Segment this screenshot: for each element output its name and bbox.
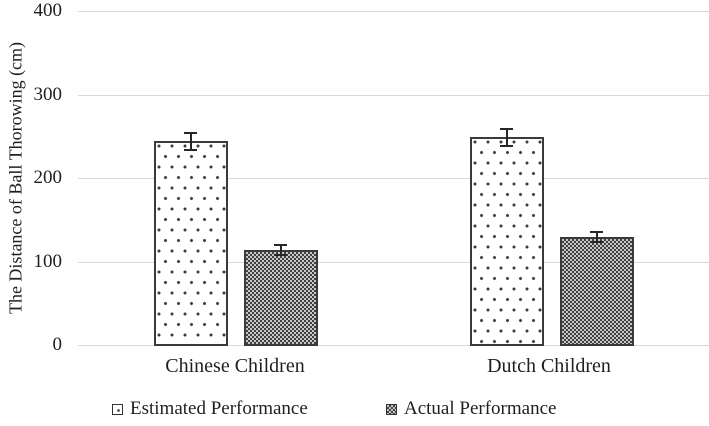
legend-item-estimated-performance: Estimated Performance <box>112 398 308 420</box>
bar-actual-performance-chinese-children <box>243 249 318 346</box>
error-bar-cap-bottom <box>184 148 197 151</box>
error-bar-cap-bottom <box>590 241 603 244</box>
error-bar-line <box>189 132 192 151</box>
bar-estimated-performance-chinese-children <box>153 141 228 346</box>
y-tick-label-100: 100 <box>33 251 63 272</box>
bar-actual-performance-dutch-children <box>559 237 634 346</box>
y-tick-label-200: 200 <box>33 167 63 188</box>
gridline-0 <box>78 345 709 346</box>
error-bar-line <box>505 127 508 147</box>
error-bar-line <box>279 243 282 256</box>
y-tick-label-400: 400 <box>33 0 63 21</box>
gridline-400 <box>78 11 709 12</box>
error-bar-line <box>595 231 598 244</box>
error-bar-estimated-performance-dutch-children <box>500 127 513 147</box>
legend-label-estimated-performance: Estimated Performance <box>130 398 308 419</box>
error-bar-cap-top <box>274 243 287 246</box>
bar-estimated-performance-dutch-children <box>469 137 544 346</box>
y-tick-label-300: 300 <box>33 84 63 105</box>
x-category-label-dutch-children: Dutch Children <box>487 355 611 377</box>
gridline-200 <box>78 178 709 179</box>
plot-area <box>78 11 709 346</box>
error-bar-cap-top <box>590 231 603 234</box>
x-category-label-chinese-children: Chinese Children <box>165 355 305 377</box>
error-bar-cap-bottom <box>274 253 287 256</box>
error-bar-cap-top <box>500 127 513 130</box>
gridline-100 <box>78 262 709 263</box>
legend-item-actual-performance: Actual Performance <box>386 398 556 420</box>
legend-swatch-estimated-icon <box>112 403 123 415</box>
legend: Estimated Performance Actual Performance <box>0 398 709 422</box>
legend-swatch-actual-icon <box>386 403 397 415</box>
y-tick-label-0: 0 <box>52 334 63 355</box>
gridline-300 <box>78 95 709 96</box>
error-bar-actual-performance-chinese-children <box>274 243 287 256</box>
legend-label-actual-performance: Actual Performance <box>404 398 557 419</box>
error-bar-cap-top <box>184 132 197 135</box>
error-bar-cap-bottom <box>500 144 513 147</box>
error-bar-estimated-performance-chinese-children <box>184 132 197 151</box>
error-bar-actual-performance-dutch-children <box>590 231 603 244</box>
